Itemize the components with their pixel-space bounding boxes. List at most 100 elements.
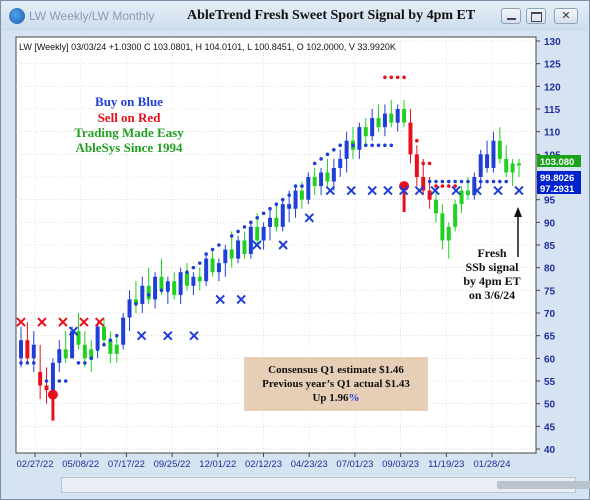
stop-dot xyxy=(389,143,394,148)
stop-dot xyxy=(363,143,368,148)
x-mark xyxy=(367,185,377,196)
x-mark xyxy=(451,185,461,196)
maximize-button[interactable] xyxy=(526,8,546,24)
candle-body xyxy=(255,226,260,241)
candle-body xyxy=(293,190,298,209)
candle-body xyxy=(376,118,381,128)
consensus-line1: Consensus Q1 estimate $1.46 xyxy=(268,364,404,376)
stop-dot xyxy=(83,361,87,365)
candle-body xyxy=(331,167,336,182)
stop-dot-red xyxy=(389,75,394,80)
x-mark xyxy=(430,185,440,196)
y-tick-label: 50 xyxy=(544,400,556,411)
consensus-line2: Previous year’s Q1 actual $1.43 xyxy=(262,378,410,390)
y-tick-label: 55 xyxy=(544,377,556,388)
x-tick-label: 09/25/22 xyxy=(154,459,191,470)
candle-body xyxy=(446,226,451,241)
candle-body xyxy=(325,172,330,182)
stop-dot xyxy=(153,288,157,293)
x-mark xyxy=(79,317,89,327)
stop-dot xyxy=(312,161,317,166)
stop-dot xyxy=(25,361,30,365)
x-mark xyxy=(94,317,105,327)
candle-body xyxy=(76,331,81,345)
candle-body xyxy=(165,281,170,291)
candle-body xyxy=(427,190,432,200)
candle-body xyxy=(153,276,158,300)
minimize-button[interactable] xyxy=(501,8,521,24)
candle-body xyxy=(274,217,279,227)
y-tick-label: 80 xyxy=(544,264,556,275)
scroll-thumb[interactable] xyxy=(497,481,590,489)
candle-body xyxy=(38,371,43,386)
stop-dot xyxy=(459,179,464,184)
stop-dots xyxy=(19,75,509,421)
stop-dot xyxy=(249,220,253,225)
stop-dot xyxy=(357,143,362,148)
candle-body xyxy=(31,344,36,359)
stop-dot xyxy=(338,143,343,148)
candle-body xyxy=(472,177,477,196)
price-chart[interactable]: 4045505560657075808590951001051101151201… xyxy=(1,31,590,477)
stop-dot xyxy=(332,148,336,152)
stop-dot xyxy=(76,361,81,365)
candle-body xyxy=(344,140,349,159)
stop-dot xyxy=(427,179,432,184)
candle-body xyxy=(242,240,247,255)
candle-body xyxy=(268,217,272,227)
x-mark xyxy=(215,294,225,305)
stop-dot xyxy=(210,247,215,252)
x-mark xyxy=(383,185,393,196)
x-mark xyxy=(16,317,26,327)
candle-body xyxy=(504,158,509,173)
candle-body xyxy=(133,299,138,304)
stop-dot xyxy=(19,361,23,365)
candle-body xyxy=(408,122,413,155)
stop-dot xyxy=(204,252,208,256)
stop-dot xyxy=(127,302,132,306)
close-icon: ✕ xyxy=(561,10,571,22)
y-tick-label: 60 xyxy=(544,354,556,365)
candle-body xyxy=(434,199,438,214)
candle-body xyxy=(216,263,221,273)
stop-dot xyxy=(370,143,374,148)
y-tick-label: 70 xyxy=(544,309,556,320)
close-button[interactable]: ✕ xyxy=(554,8,578,24)
stop-dot xyxy=(325,152,330,157)
x-mark xyxy=(472,185,482,196)
annotation-line4: on 3/6/24 xyxy=(469,288,515,302)
candle-body xyxy=(491,140,496,168)
candle-body xyxy=(185,272,189,286)
stop-dot xyxy=(191,265,196,270)
horizontal-scrollbar[interactable] xyxy=(61,477,590,493)
stop-dot xyxy=(217,243,221,247)
stop-dot xyxy=(319,157,323,161)
candle-body xyxy=(287,204,292,209)
slogan-easy: Trading Made Easy xyxy=(74,125,184,140)
stop-dot xyxy=(57,379,62,383)
stop-dot-red xyxy=(440,184,445,188)
candle-body xyxy=(146,285,151,300)
stop-dot xyxy=(89,356,94,361)
x-axis: 02/27/22 05/08/22 07/17/22 09/25/22 12/01/22… xyxy=(17,453,510,470)
stop-dot xyxy=(197,261,202,265)
candle-body xyxy=(312,177,317,187)
candle-body xyxy=(421,177,426,191)
app-icon xyxy=(9,8,25,24)
stop-dot xyxy=(376,143,381,148)
stop-dot xyxy=(146,293,151,297)
price-tag xyxy=(537,182,581,194)
annotation-line2: SSb signal xyxy=(465,260,519,274)
x-tick-label: 02/12/23 xyxy=(245,459,282,470)
y-tick-label: 125 xyxy=(544,60,561,71)
stop-dot-red xyxy=(395,75,400,80)
price-tag-label: 103.080 xyxy=(540,157,574,168)
candle-body xyxy=(197,276,202,282)
stop-dot xyxy=(274,202,279,206)
candle-body xyxy=(248,226,253,255)
candle-body xyxy=(204,258,209,282)
x-mark xyxy=(58,317,68,327)
x-tick-label: 07/01/23 xyxy=(336,459,373,470)
ohlc-info: LW [Weekly] 03/03/24 +1.0300 C 103.0801,… xyxy=(19,42,396,52)
